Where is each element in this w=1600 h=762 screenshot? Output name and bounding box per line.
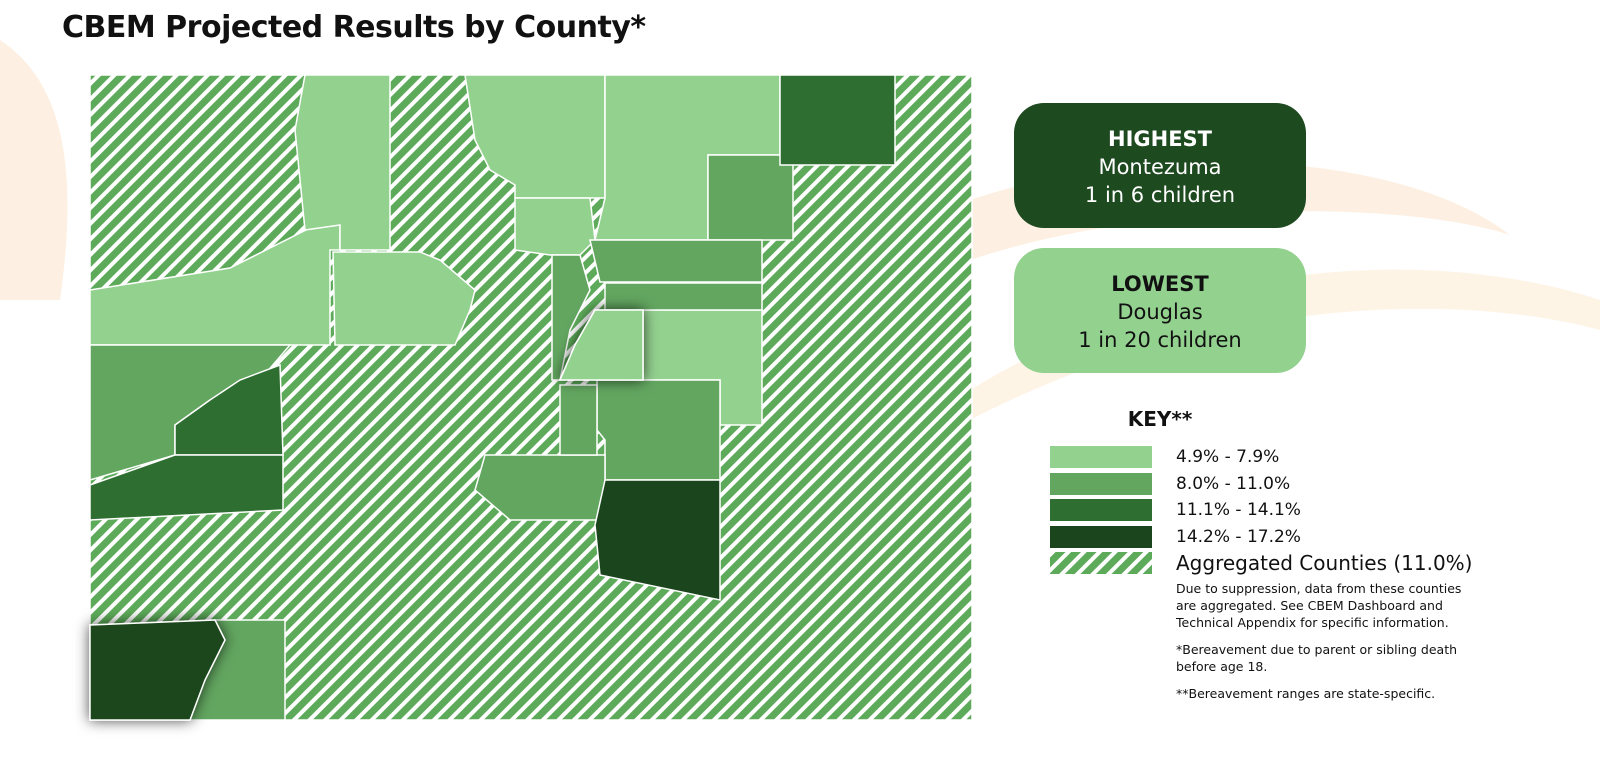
key-title: KEY** <box>1127 407 1193 431</box>
key-item: 11.1% - 14.1% <box>1050 497 1472 524</box>
county: Douglas <box>1117 300 1203 324</box>
decor <box>970 269 1600 420</box>
swatch <box>1050 446 1152 469</box>
key-swatch <box>1050 499 1152 522</box>
swatch <box>1050 525 1152 548</box>
rate: 1 in 6 children <box>1084 183 1236 207</box>
key-label: 11.1% - 14.1% <box>1176 500 1301 521</box>
key-item: 14.2% - 17.2% <box>1050 524 1472 551</box>
key: 4.9% - 7.9% 8.0% - 11.0% 11.1% - 14.1% 14.2… <box>1050 444 1472 577</box>
key-item: 4.9% - 7.9% <box>1050 444 1472 471</box>
key-swatch <box>1050 472 1152 495</box>
map <box>89 74 973 721</box>
note: **Bereavement ranges are state-specific. <box>1176 686 1436 701</box>
county <box>559 384 598 456</box>
county-lowest <box>558 309 644 381</box>
county-highest <box>89 619 226 721</box>
key-label: 14.2% - 17.2% <box>1176 526 1301 547</box>
county <box>596 379 721 481</box>
note: Due to suppression, data from these coun… <box>1176 581 1462 630</box>
heading: HIGHEST <box>1108 127 1212 151</box>
county <box>707 154 794 241</box>
key-label: 4.9% - 7.9% <box>1176 447 1280 468</box>
key-swatch <box>1050 446 1152 469</box>
lowest-box: LOWEST Douglas 1 in 20 children <box>1014 248 1306 373</box>
county <box>89 454 284 521</box>
key-label: Aggregated Counties (11.0%) <box>1176 551 1473 576</box>
county <box>779 74 896 166</box>
rate: 1 in 20 children <box>1078 328 1242 352</box>
heading: LOWEST <box>1111 272 1209 296</box>
county: Montezuma <box>1098 155 1222 179</box>
decor <box>0 40 68 300</box>
swatch <box>1050 472 1152 495</box>
key-item: Aggregated Counties (11.0%) <box>1050 550 1472 577</box>
county <box>594 479 721 601</box>
county <box>332 251 476 346</box>
title: CBEM Projected Results by County* <box>62 10 646 45</box>
key-label: 8.0% - 11.0% <box>1176 473 1291 494</box>
swatch <box>1050 499 1152 522</box>
key-swatch <box>1050 552 1152 575</box>
county <box>604 282 763 311</box>
note: *Bereavement due to parent or sibling de… <box>1176 642 1458 674</box>
notes: Due to suppression, data from these coun… <box>1176 580 1466 712</box>
county <box>589 239 763 283</box>
highest-box: HIGHEST Montezuma 1 in 6 children <box>1014 103 1306 228</box>
county <box>551 254 591 381</box>
key-swatch <box>1050 525 1152 548</box>
county <box>514 197 596 256</box>
swatch <box>1050 552 1152 575</box>
county <box>294 74 391 251</box>
key-item: 8.0% - 11.0% <box>1050 471 1472 498</box>
